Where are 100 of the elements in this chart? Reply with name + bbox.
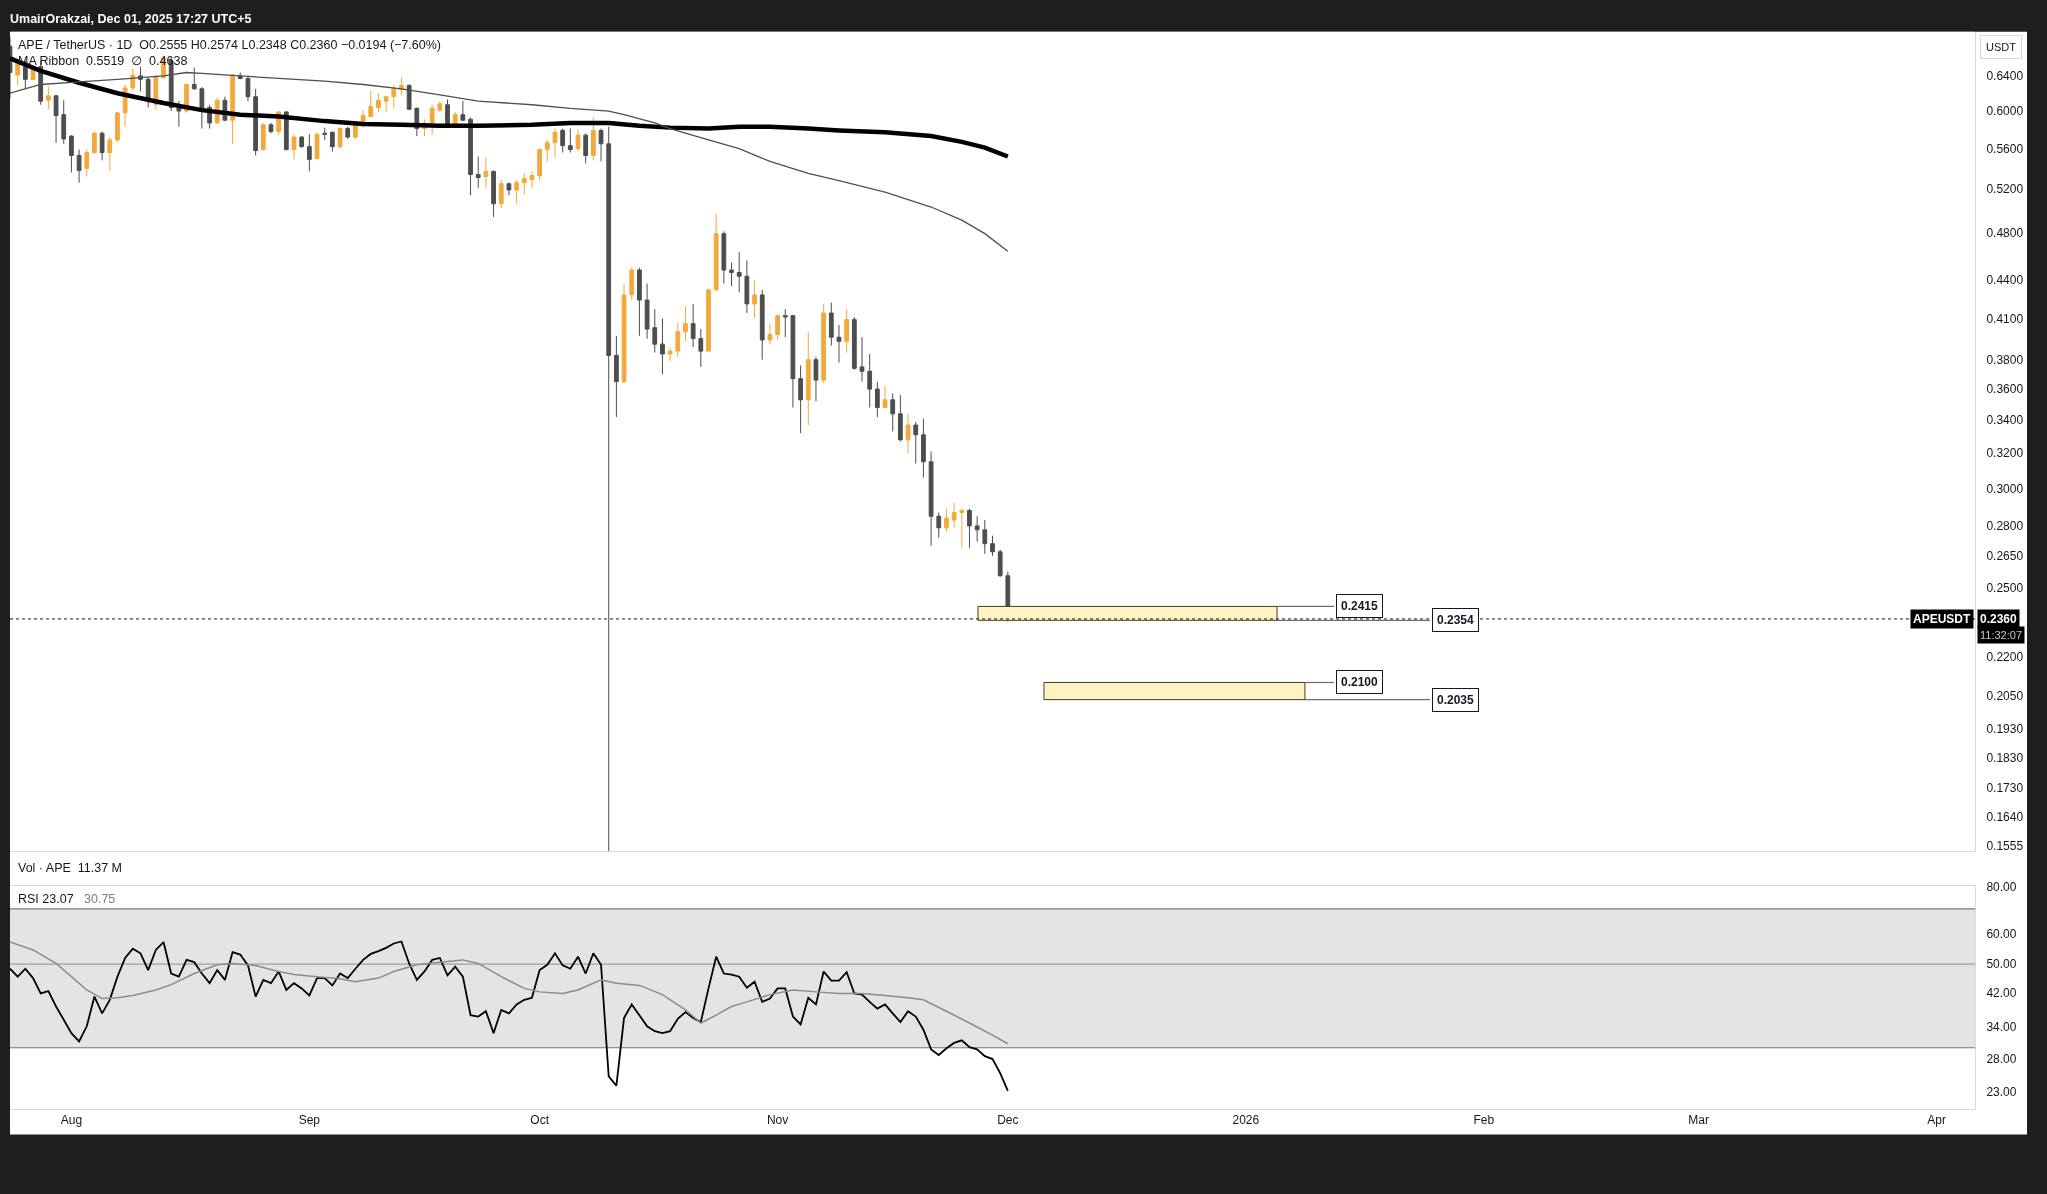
candlestick — [736, 251, 742, 293]
x-tick-label: Sep — [298, 1112, 321, 1127]
candlestick — [253, 88, 259, 156]
x-tick-label: Aug — [60, 1112, 83, 1127]
candlestick — [521, 172, 527, 195]
candlestick — [959, 508, 965, 549]
candlestick — [46, 85, 51, 110]
candlestick — [713, 213, 719, 292]
candlestick — [337, 126, 343, 150]
candlestick — [437, 100, 443, 113]
y-tick-label: 60.00 — [1986, 927, 2017, 942]
candlestick — [583, 132, 589, 164]
candlestick — [115, 111, 120, 143]
candlestick — [575, 129, 581, 153]
candlestick — [921, 418, 926, 479]
candlestick — [506, 182, 512, 196]
candlestick — [76, 149, 82, 184]
y-tick-label: 23.00 — [1986, 1084, 2017, 1099]
candlestick — [84, 149, 90, 178]
candlestick — [590, 116, 596, 161]
candlestick — [683, 305, 688, 342]
candlestick — [230, 73, 235, 145]
y-tick-label: 0.2200 — [1986, 650, 2024, 665]
candlestick — [567, 128, 573, 154]
text: UmairOrakzai, Dec 01, 2025 17:27 UTC+5 — [10, 12, 252, 26]
candlestick — [468, 116, 473, 196]
candlestick — [629, 267, 635, 301]
candlestick — [391, 83, 397, 109]
candlestick — [821, 303, 827, 384]
candlestick — [299, 135, 305, 149]
candlestick — [990, 535, 995, 557]
candlestick — [544, 139, 550, 162]
x-tick-label: Apr — [1927, 1112, 1946, 1127]
candlestick — [606, 126, 612, 852]
candlestick — [775, 313, 780, 341]
candlestick — [406, 83, 412, 111]
candlestick — [675, 321, 681, 358]
candlestick — [982, 519, 988, 555]
candlestick — [621, 283, 627, 384]
candlestick — [836, 324, 842, 364]
candlestick — [306, 133, 312, 172]
candlestick — [429, 104, 435, 135]
y-tick-label: 80.00 — [1986, 880, 2017, 895]
candlestick — [752, 279, 757, 319]
y-tick-label: 28.00 — [1986, 1052, 2017, 1067]
candlestick — [445, 98, 450, 127]
candlestick — [967, 508, 972, 549]
y-tick-label: 0.3000 — [1986, 481, 2024, 496]
candlestick — [330, 130, 335, 153]
candlestick — [706, 288, 711, 352]
x-tick-label: Oct — [530, 1112, 550, 1127]
candlestick — [721, 230, 727, 285]
x-tick-label: Mar — [1688, 1112, 1710, 1127]
candlestick — [859, 336, 865, 383]
candlestick — [905, 413, 911, 454]
candlestick — [383, 95, 389, 113]
candlestick — [491, 169, 496, 218]
candlestick — [667, 347, 673, 362]
ref-line-label: 0.2360 — [1980, 612, 2018, 626]
candlestick — [936, 511, 942, 539]
candlestick — [107, 136, 113, 171]
candlestick — [698, 328, 704, 368]
candlestick — [314, 132, 320, 160]
candlestick — [759, 289, 765, 361]
candlestick — [53, 94, 59, 144]
y-tick-label: 0.3400 — [1986, 413, 2024, 428]
candlestick — [944, 508, 949, 533]
candlestick — [376, 92, 381, 113]
candlestick — [560, 128, 566, 154]
y-tick-label: 0.4800 — [1986, 225, 2024, 240]
line-series — [10, 56, 1011, 159]
candlestick — [61, 99, 67, 145]
text: RSI 23.07 — [18, 892, 74, 906]
candlestick — [660, 317, 665, 375]
candlestick — [322, 127, 328, 141]
candlestick — [951, 502, 957, 529]
candlestick — [268, 122, 274, 134]
candlestick — [475, 155, 481, 189]
candlestick — [291, 133, 297, 160]
candlestick — [844, 308, 850, 354]
candlestick — [767, 323, 773, 345]
text: APE / TetherUS · 1D O0.2555 H0.2574 L0.2348 C0.2360 −0.0194 (−7.60%) — [18, 38, 441, 52]
annotation: APEUSDT — [1913, 612, 1972, 626]
candlestick — [483, 156, 489, 189]
candlestick — [790, 315, 796, 409]
x-tick-label: Feb — [1473, 1112, 1495, 1127]
candlestick — [974, 515, 980, 543]
y-tick-label: 0.2050 — [1986, 688, 2024, 703]
candlestick — [690, 303, 696, 348]
candlestick — [874, 381, 880, 418]
line-series — [10, 940, 1009, 1092]
ref-line-label: 0.2035 — [1437, 693, 1475, 707]
candlestick — [15, 60, 21, 86]
y-tick-label: 42.00 — [1986, 985, 2017, 1000]
candlestick — [614, 335, 619, 418]
ref-line-label: 0.2354 — [1437, 613, 1475, 627]
candlestick — [176, 100, 182, 128]
y-tick-label: 0.5600 — [1986, 141, 2024, 156]
candlestick — [498, 179, 504, 209]
candlestick — [99, 130, 105, 161]
